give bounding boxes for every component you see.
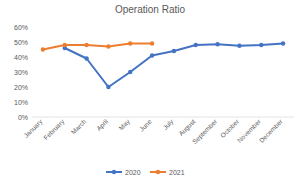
x-tick-label: September	[191, 117, 220, 146]
series-marker	[259, 43, 263, 47]
series-marker	[281, 41, 285, 45]
series-marker	[106, 44, 110, 48]
x-tick-label: July	[161, 117, 175, 131]
x-tick-label: December	[258, 117, 285, 144]
y-tick-label: 30%	[14, 69, 28, 76]
series-marker	[106, 85, 110, 89]
series-marker	[128, 70, 132, 74]
legend-label: 2021	[169, 169, 185, 176]
y-tick-label: 60%	[14, 24, 28, 31]
series-marker	[150, 53, 154, 57]
x-tick-label: August	[177, 118, 197, 138]
title: Operation Ratio	[115, 4, 185, 15]
x-axis	[32, 117, 294, 118]
series-marker	[84, 56, 88, 60]
x-tick-label: June	[138, 117, 153, 132]
y-tick-label: 0%	[18, 114, 28, 121]
legend-marker	[156, 170, 160, 174]
plot-area	[41, 41, 286, 89]
x-tick-label: May	[117, 117, 132, 132]
series-marker	[215, 42, 219, 46]
series-marker	[194, 43, 198, 47]
y-tick-label: 40%	[14, 54, 28, 61]
series-marker	[41, 47, 45, 51]
y-tick-label: 50%	[14, 39, 28, 46]
y-tick-label: 20%	[14, 84, 28, 91]
legend-marker	[112, 170, 116, 174]
series-marker	[237, 44, 241, 48]
series-marker	[150, 41, 154, 45]
x-tick-label: April	[95, 117, 110, 132]
legend-label: 2020	[125, 169, 141, 176]
chart: Operation Ratio0%10%20%30%40%50%60%Janua…	[0, 0, 300, 180]
series-line	[65, 44, 283, 88]
series-marker	[128, 41, 132, 45]
x-tick-label: March	[70, 117, 88, 135]
x-tick-label: February	[42, 117, 67, 142]
series-marker	[84, 43, 88, 47]
series-marker	[172, 49, 176, 53]
series-marker	[63, 43, 67, 47]
y-tick-label: 10%	[14, 99, 28, 106]
x-tick-label: October	[219, 117, 241, 139]
series-line	[43, 44, 152, 50]
